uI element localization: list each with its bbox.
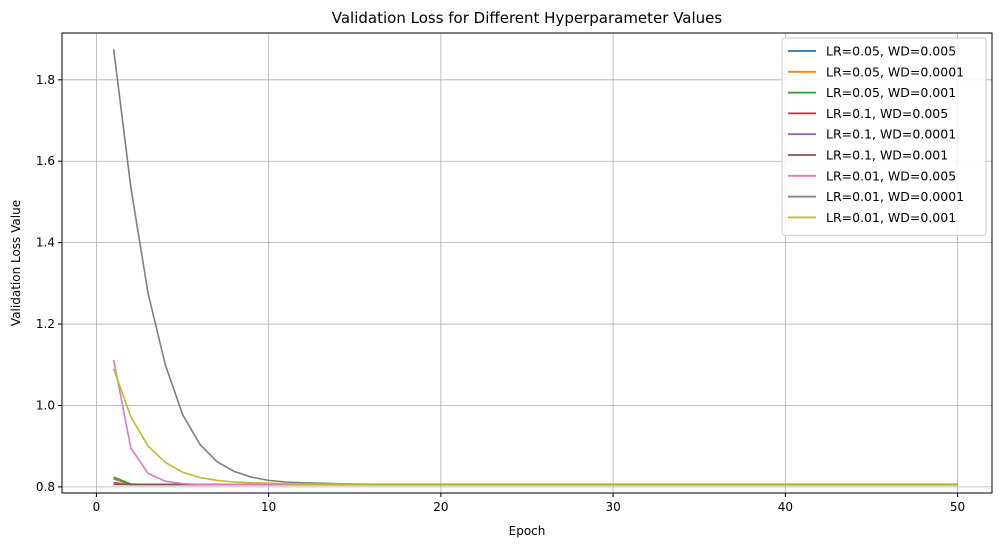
x-axis-ticks: 0 10 20 30 40 50 (93, 493, 965, 514)
legend-label: LR=0.01, WD=0.0001 (826, 189, 964, 204)
y-tick-label: 1.6 (36, 154, 55, 168)
legend-box (781, 37, 987, 236)
legend-label: LR=0.1, WD=0.0001 (826, 127, 956, 142)
x-axis-label: Epoch (509, 524, 546, 538)
y-axis-ticks: 0.8 1.0 1.2 1.4 1.6 1.8 (36, 73, 62, 494)
legend-label: LR=0.05, WD=0.001 (826, 85, 956, 100)
legend-label: LR=0.1, WD=0.001 (826, 148, 948, 163)
y-axis-label: Validation Loss Value (9, 200, 23, 326)
series-line-9 (112, 368, 958, 485)
y-tick-label: 1.4 (36, 236, 55, 250)
x-tick-label: 20 (433, 500, 448, 514)
series-line-7 (112, 359, 958, 486)
y-tick-label: 0.8 (36, 480, 55, 494)
legend-label: LR=0.05, WD=0.005 (826, 44, 956, 59)
legend-label: LR=0.1, WD=0.005 (826, 106, 948, 121)
chart-title: Validation Loss for Different Hyperparam… (332, 9, 723, 27)
plot-frame (61, 32, 993, 494)
y-tick-label: 1.0 (36, 398, 55, 412)
legend-label: LR=0.01, WD=0.005 (826, 168, 956, 183)
y-tick-label: 1.2 (36, 317, 55, 331)
legend-label: LR=0.05, WD=0.0001 (826, 64, 964, 79)
x-tick-label: 10 (261, 500, 276, 514)
y-tick-label: 1.8 (36, 73, 55, 87)
legend: LR=0.05, WD=0.005 LR=0.05, WD=0.0001 LR=0.… (781, 37, 987, 236)
legend-label: LR=0.01, WD=0.001 (826, 210, 956, 225)
x-tick-label: 50 (950, 500, 965, 514)
x-tick-label: 0 (93, 500, 101, 514)
x-tick-label: 30 (605, 500, 620, 514)
x-tick-label: 40 (778, 500, 793, 514)
series-lines (112, 49, 958, 486)
